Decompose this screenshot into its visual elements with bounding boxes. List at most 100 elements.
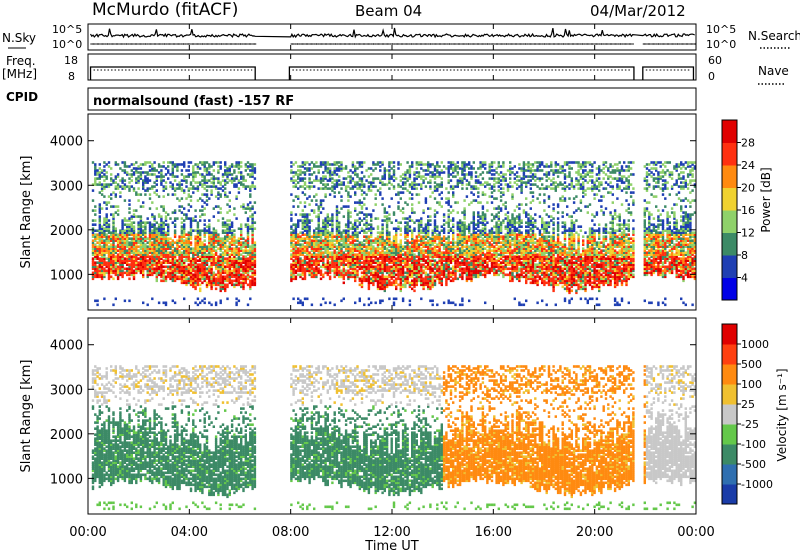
power-cell [338,247,341,250]
power-cell [310,255,314,258]
power-cell [244,261,247,264]
power-cell [142,255,145,258]
power-cell [354,193,357,196]
power-cell [187,189,190,192]
power-cell [301,213,304,216]
power-cell [137,227,140,230]
power-cell [315,235,318,238]
power-cell [326,249,329,252]
power-cell [192,275,195,279]
power-cell [189,205,193,208]
power-cell [299,231,302,234]
power-cell [139,255,143,258]
power-cell [333,179,336,182]
power-cell [96,253,99,256]
power-cell [385,263,389,266]
power-cell [148,235,152,238]
power-cell [221,275,225,279]
power-cell [308,213,311,216]
power-cell [433,245,437,248]
power-cell [299,247,302,250]
power-cell [214,241,218,244]
power-cell [121,243,124,246]
power-cell [449,173,453,176]
power-cell [189,219,193,222]
power-cell [367,213,371,216]
power-cell [313,239,316,242]
power-cell [126,263,129,266]
power-cell [351,267,355,271]
power-cell [203,161,206,164]
power-cell [331,229,334,232]
power-cell [326,221,329,224]
power-cell [114,211,117,214]
power-cell [142,163,145,166]
power-cell [107,247,111,250]
power-cell [91,231,95,234]
power-cell [94,269,97,273]
power-cell [155,207,158,210]
power-cell [360,267,364,271]
power-cell [208,243,211,246]
power-cell [228,241,231,244]
power-cell [237,181,241,184]
power-cell [452,277,455,281]
power-cell [292,273,295,277]
power-cell [356,213,359,216]
power-cell [333,191,336,194]
power-cell [317,223,320,226]
power-cell [379,231,382,234]
power-cell [94,257,97,260]
power-cell [228,227,231,230]
power-cell [100,251,104,254]
power-cell [192,267,195,271]
power-cell [189,237,193,240]
power-cell [110,177,113,180]
power-cell [242,203,245,206]
power-cell [363,213,366,216]
power-cell [119,167,122,170]
power-cell [367,285,371,289]
power-cell [167,259,170,262]
power-cell [212,231,215,234]
power-cell [205,181,209,184]
power-cell [319,245,323,248]
power-cell [128,243,131,246]
power-cell [340,237,343,240]
power-cell [196,229,200,232]
power-cell [411,161,414,164]
power-cell [347,231,350,234]
power-cell [203,261,206,264]
power-cell [98,269,101,273]
power-cell [214,261,218,264]
power-cell [349,275,352,279]
power-cell [240,171,243,174]
power-cell [344,233,348,236]
power-cell [224,191,227,194]
power-cell [360,205,364,208]
power-cell [319,211,323,214]
power-cell [379,271,382,275]
power-cell [319,253,323,256]
power-cell [249,209,252,212]
power-cell [237,249,241,252]
power-cell [199,231,202,234]
power-cell [347,193,350,196]
power-cell [429,163,432,166]
power-cell [297,251,300,254]
power-cell [139,265,143,269]
power-cell [151,253,154,256]
power-cell [135,245,138,248]
power-cell [157,163,161,166]
power-cell [406,189,409,192]
power-cell [110,233,113,236]
power-cell [249,189,252,192]
power-cell [351,233,355,236]
power-cell [349,259,352,262]
power-cell [199,251,202,254]
power-cell [342,277,345,281]
power-cell [292,269,295,273]
power-cell [358,297,361,301]
power-cell [381,275,384,279]
power-cell [123,261,127,264]
